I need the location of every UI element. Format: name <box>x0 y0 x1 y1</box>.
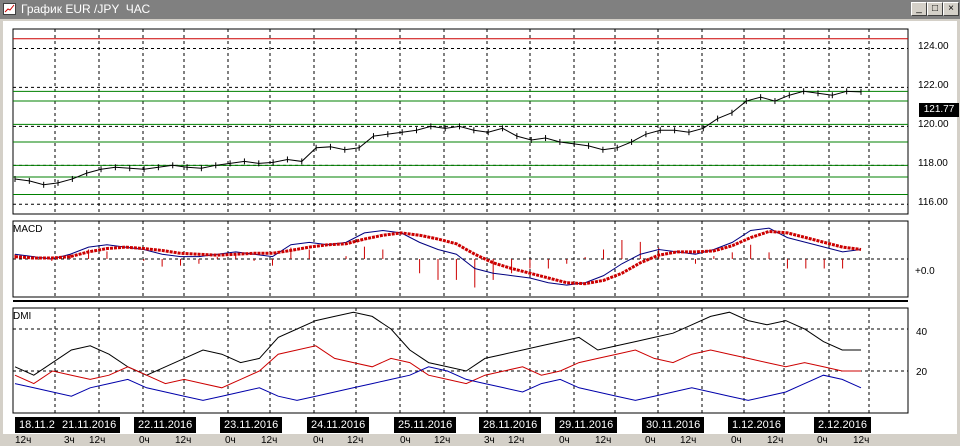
date-label: 30.11.2016 <box>642 417 705 433</box>
date-label: 29.11.2016 <box>555 417 618 433</box>
macd-panel-title: MACD <box>13 224 43 235</box>
dmi-minus-line <box>14 366 862 401</box>
time-label: 0ч <box>559 435 570 446</box>
time-label: 0ч <box>645 435 656 446</box>
current-price-tag: 121.77 <box>919 103 959 117</box>
chart-canvas[interactable] <box>3 21 957 434</box>
date-label: 28.11.2016 <box>479 417 542 433</box>
time-label: 0ч <box>313 435 324 446</box>
date-label: 22.11.2016 <box>134 417 197 433</box>
price-tick-label: 124.00 <box>918 41 949 52</box>
dmi-panel-frame <box>12 307 909 414</box>
dmi-plus-line <box>14 345 861 389</box>
maximize-button[interactable]: □ <box>927 2 943 16</box>
time-label: 0ч <box>139 435 150 446</box>
dmi-adx-line <box>14 311 861 376</box>
dmi-tick-label: 20 <box>916 367 928 378</box>
date-label: 1.12.2016 <box>728 417 785 433</box>
time-label: 12ч <box>853 435 870 446</box>
time-label: 12ч <box>508 435 525 446</box>
time-label: 12ч <box>261 435 278 446</box>
chart-area[interactable]: MACD DMI 124.00 122.00 120.00 118.00 116… <box>3 21 959 446</box>
time-label: 12ч <box>347 435 364 446</box>
time-label: 0ч <box>731 435 742 446</box>
minimize-button[interactable]: _ <box>911 2 927 16</box>
macd-tick-label: +0.0 <box>915 266 935 277</box>
time-label: 12ч <box>15 435 32 446</box>
time-label: 12ч <box>767 435 784 446</box>
price-line <box>14 90 862 186</box>
time-label: 0ч <box>400 435 411 446</box>
price-tick-label: 118.00 <box>918 158 948 169</box>
time-label: 12ч <box>680 435 697 446</box>
dmi-tick-label: 40 <box>916 327 928 338</box>
macd-line <box>14 227 862 286</box>
time-label: 0ч <box>817 435 828 446</box>
chart-window-icon <box>3 3 16 15</box>
time-label: 12ч <box>175 435 192 446</box>
window-titlebar[interactable]: График EUR /JPY ЧАС _ □ × <box>0 0 960 19</box>
time-label: 0ч <box>225 435 236 446</box>
time-label: 12ч <box>434 435 451 446</box>
date-label: 23.11.2016 <box>220 417 283 433</box>
macd-signal-line <box>14 229 862 286</box>
date-label: 18.11.2 <box>15 417 61 433</box>
time-label: 12ч <box>89 435 106 446</box>
time-label: 3ч <box>64 435 75 446</box>
date-label: 2.12.2016 <box>814 417 871 433</box>
price-tick-label: 122.00 <box>918 80 949 91</box>
price-tick-label: 116.00 <box>918 197 948 208</box>
date-label: 24.11.2016 <box>307 417 370 433</box>
price-tick-label: 120.00 <box>918 119 949 130</box>
date-label: 21.11.2016 <box>58 417 121 433</box>
dmi-panel-title: DMI <box>13 311 32 322</box>
window-title: График EUR /JPY ЧАС <box>21 2 151 16</box>
close-button[interactable]: × <box>943 2 959 16</box>
time-label: 3ч <box>484 435 495 446</box>
date-label: 25.11.2016 <box>394 417 457 433</box>
time-label: 12ч <box>595 435 612 446</box>
price-panel-frame <box>12 28 909 215</box>
